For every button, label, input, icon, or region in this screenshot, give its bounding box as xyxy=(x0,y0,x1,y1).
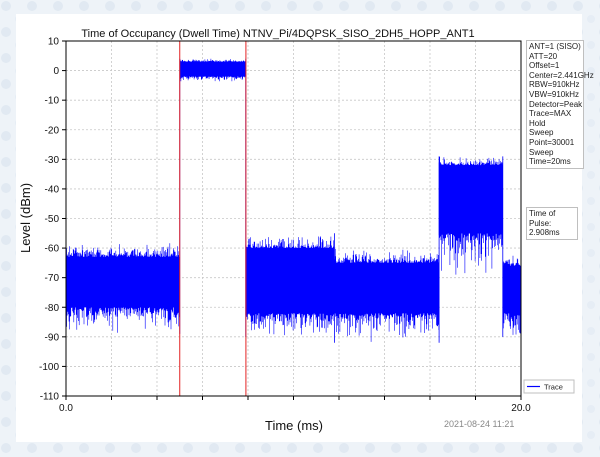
y-tick-label: 0 xyxy=(53,66,59,77)
trace-segment-noise xyxy=(502,255,522,335)
x-axis-label: Time (ms) xyxy=(265,418,323,433)
y-tick-label: -30 xyxy=(45,155,60,166)
trace-series xyxy=(65,58,522,343)
y-tick-label: -80 xyxy=(45,303,60,314)
y-tick-label: -40 xyxy=(45,184,60,195)
y-tick-label: -20 xyxy=(45,125,60,136)
pulse-value: 2.908ms xyxy=(529,228,560,238)
axis-ticks: 10 0 -10 -20 -30 -40 -50 -60 -70 -80 -90 -100 -1100.… xyxy=(39,37,531,415)
trace-segment-noise xyxy=(245,236,335,336)
y-tick-label: -70 xyxy=(45,273,60,284)
x-tick-label: 0.0 xyxy=(59,403,73,414)
y-tick-label: 10 xyxy=(48,37,60,48)
settings-line: Center=2.441GHz xyxy=(529,70,594,80)
legend-trace-label: Trace xyxy=(544,383,563,392)
settings-box: ANT=1 (SISO) ATT=20 Offset=1 Center=2.44… xyxy=(526,40,594,169)
y-tick-label: -90 xyxy=(45,332,60,343)
settings-line: Detector=Peak xyxy=(529,99,583,109)
y-tick-label: -110 xyxy=(40,392,60,403)
y-tick-label: -10 xyxy=(45,96,60,107)
settings-line: VBW=910kHz xyxy=(529,89,580,99)
time-markers xyxy=(179,41,247,396)
trace-segment-noise xyxy=(65,243,180,333)
y-tick-label: -100 xyxy=(39,362,59,373)
legend: Trace xyxy=(523,379,575,394)
settings-line: Sweep Time=20ms xyxy=(529,147,571,167)
dwell-time-chart: Time of Occupancy (Dwell Time) NTNV_Pi/4… xyxy=(18,28,575,433)
settings-line: Offset=1 xyxy=(529,61,560,71)
y-axis-label: Level (dBm) xyxy=(18,183,33,253)
chart-card: Time of Occupancy (Dwell Time) NTNV_Pi/4… xyxy=(16,14,594,442)
x-tick-label: 20.0 xyxy=(511,403,531,414)
settings-line: Trace=MAX Hold xyxy=(529,109,572,128)
y-tick-label: -50 xyxy=(45,214,60,225)
trace-segment-noise xyxy=(334,249,440,342)
pulse-label: Time of Pulse: xyxy=(529,209,556,228)
trace-segment-noise xyxy=(438,156,503,275)
timestamp: 2021-08-24 11:21 xyxy=(444,419,515,429)
y-tick-label: -60 xyxy=(45,244,60,255)
trace-segment-noise xyxy=(179,58,246,82)
settings-line: ANT=1 (SISO) xyxy=(529,42,581,51)
chart-title: Time of Occupancy (Dwell Time) NTNV_Pi/4… xyxy=(81,28,474,40)
settings-line: ATT=20 xyxy=(529,51,558,61)
settings-line: Sweep Point=30001 xyxy=(529,128,575,147)
settings-line: RBW=910kHz xyxy=(529,80,580,90)
pulse-box: Time of Pulse: 2.908ms xyxy=(526,207,578,240)
